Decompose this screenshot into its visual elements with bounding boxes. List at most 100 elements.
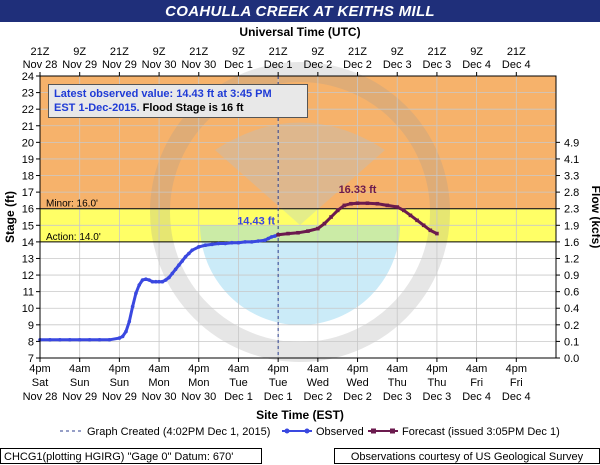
top-x-tick-label: 9Z [311,46,324,58]
y2-tick-label: 2.3 [564,204,579,216]
y-tick-label: 7 [28,353,34,365]
bottom-x-tick-label: Nov 29 [62,391,97,403]
top-x-tick-label: 21Z [348,46,367,58]
y-tick-label: 15 [22,220,34,232]
top-x-tick-label: 9Z [73,46,86,58]
y-tick-label: 14 [22,237,34,249]
top-x-tick-label: Dec 2 [343,59,372,71]
bottom-x-tick-label: Sat [32,377,49,389]
y-tick-label: 18 [22,171,34,183]
top-x-tick-label: Nov 29 [102,59,137,71]
bottom-x-tick-label: Thu [427,377,446,389]
data-point-forecast [385,203,390,208]
data-point-observed [87,337,92,342]
legend-forecast-marker [390,428,395,434]
bottom-x-tick-label: Dec 1 [224,391,253,403]
data-point-observed [144,277,148,282]
bottom-x-tick-label: Fri [510,377,523,389]
data-point-observed [190,248,194,252]
data-point-observed [130,304,135,309]
threshold-label: Action: 14.0' [46,232,101,243]
flood-stage-text: Flood Stage is 16 ft [142,102,244,114]
legend-graph-created-label: Graph Created (4:02PM Dec 1, 2015) [87,426,270,438]
bottom-x-tick-label: Mon [188,377,209,389]
y2-tick-label: 0.4 [564,303,579,315]
bottom-x-tick-label: Sun [70,377,90,389]
top-x-tick-label: Dec 1 [224,59,253,71]
y2-tick-label: 2.8 [564,187,579,199]
bottom-x-tick-label: 4am [466,363,487,375]
bottom-x-tick-label: 4am [69,363,90,375]
y-tick-label: 10 [22,303,34,315]
bottom-x-tick-label: 4pm [188,363,209,375]
y2-tick-label: 0.6 [564,287,579,299]
data-point-observed [127,319,132,324]
data-point-observed [223,241,228,246]
top-x-tick-label: 9Z [232,46,245,58]
data-point-forecast [306,229,310,233]
bottom-x-tick-label: Dec 3 [383,391,412,403]
legend-observed-label: Observed [316,426,364,438]
legend-observed-marker [284,428,290,434]
latest-observed-date: EST 1-Dec-2015. [54,102,140,114]
data-point-forecast [415,218,419,223]
data-point-observed [160,279,165,284]
data-point-observed [273,234,277,238]
legend-forecast-marker [371,428,376,434]
data-point-observed [147,278,151,282]
bottom-x-tick-label: Dec 3 [423,391,452,403]
data-point-forecast [395,205,400,209]
footer-credit: Observations courtesy of US Geological S… [334,448,600,464]
data-point-forecast [296,230,300,235]
bottom-x-tick-label: 4am [148,363,169,375]
data-point-forecast [408,213,413,218]
threshold-label: Minor: 16.0' [46,199,98,210]
data-point-forecast [365,201,370,206]
top-x-tick-label: Nov 29 [62,59,97,71]
top-x-tick-label: 21Z [507,46,526,58]
bottom-x-tick-label: Dec 2 [303,391,332,403]
y-tick-label: 16 [22,204,34,216]
bottom-x-tick-label: Nov 30 [142,391,177,403]
bottom-x-tick-label: Dec 1 [264,391,293,403]
data-point-observed [210,242,214,247]
bottom-x-tick-label: Mon [148,377,169,389]
value-annotation: 14.43 ft [237,216,275,228]
top-x-tick-label: Dec 1 [264,59,293,71]
data-point-observed [243,240,247,244]
data-point-forecast [276,232,280,237]
data-point-forecast [342,203,347,208]
value-annotation: 16.33 ft [339,184,377,196]
data-point-observed [157,279,161,284]
data-point-observed [124,329,128,334]
y2-tick-label: 4.1 [564,154,579,166]
y-tick-label: 23 [22,88,34,100]
y-tick-label: 21 [22,121,34,133]
bottom-x-tick-label: 4am [228,363,249,375]
bottom-x-tick-label: 4am [307,363,328,375]
y2-tick-label: 3.3 [564,171,579,183]
data-point-observed [153,279,158,284]
bottom-x-tick-label: Wed [307,377,329,389]
bottom-x-tick-label: Thu [388,377,407,389]
latest-observed-line1: Latest observed value: 14.43 ft at 3:45 … [54,88,272,100]
data-point-observed [137,283,142,287]
data-point-observed [170,271,175,276]
data-point-observed [107,337,112,342]
top-x-tick-label: Nov 30 [142,59,177,71]
y2-tick-label: 1.6 [564,237,579,249]
plot-border [39,75,557,359]
data-point-observed [173,267,178,272]
y2-tick-label: 1.9 [564,220,579,232]
watermark-ring [150,62,450,362]
y-tick-label: 9 [28,320,34,332]
data-point-forecast [402,208,406,213]
legend-forecast-label: Forecast (issued 3:05PM Dec 1) [402,426,560,438]
series-line-observed [40,233,279,342]
y2-tick-label: 1.2 [564,253,579,265]
data-point-observed [180,259,185,263]
y-tick-label: 8 [28,336,34,348]
top-x-tick-label: 21Z [427,46,446,58]
y-tick-label: 12 [22,270,34,282]
